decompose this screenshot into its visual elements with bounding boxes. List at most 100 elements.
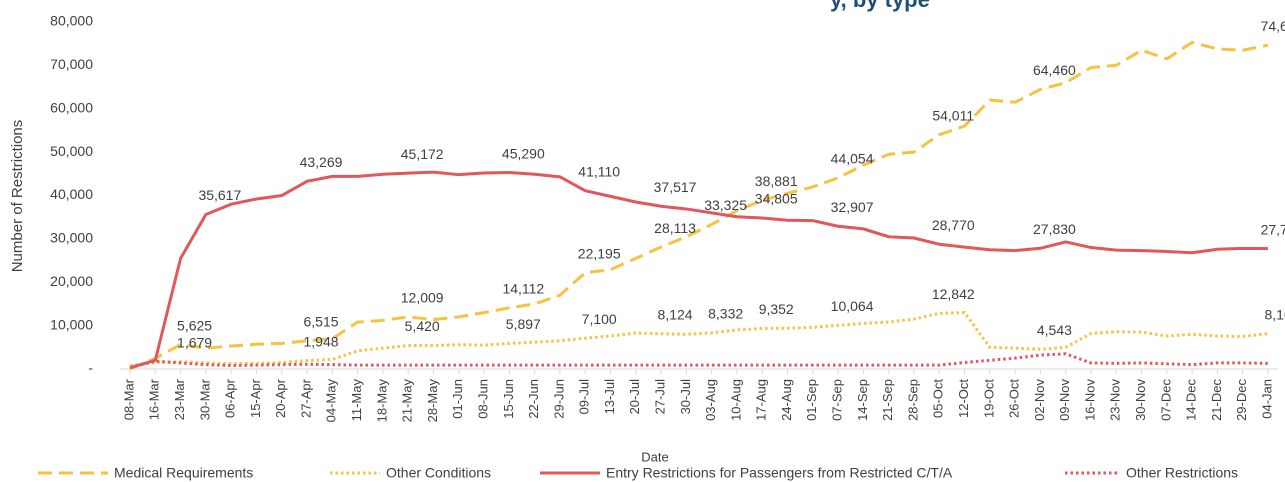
x-tick-label: 06-Apr [223, 378, 238, 418]
x-tick-label: 03-Aug [703, 379, 718, 421]
x-tick-label: 01-Jun [450, 379, 465, 419]
data-label: 28,770 [932, 217, 975, 233]
data-label: 8,332 [708, 306, 743, 322]
data-label: 41,110 [578, 163, 620, 179]
x-tick-label: 08-Jun [475, 379, 490, 419]
y-tick-label: - [88, 360, 93, 376]
x-tick-label: 28-May [425, 379, 440, 423]
data-label: 64,460 [1033, 62, 1076, 78]
y-tick-label: 60,000 [50, 99, 93, 115]
data-label: 8,167 [1264, 306, 1285, 322]
x-tick-label: 23-Nov [1108, 379, 1123, 421]
y-axis-label: Number of Restrictions [9, 120, 26, 273]
y-tick-label: 10,000 [50, 316, 93, 332]
x-tick-label: 20-Jul [627, 379, 642, 415]
x-tick-label: 20-Apr [273, 378, 288, 418]
legend-label: Entry Restrictions for Passengers from R… [606, 465, 953, 481]
x-tick-label: 04-May [324, 379, 339, 423]
x-tick-label: 17-Aug [754, 379, 769, 421]
data-label: 32,907 [831, 199, 874, 215]
data-label: 27,761 [1261, 221, 1285, 237]
data-label: 74,655 [1261, 18, 1285, 34]
data-label: 5,625 [177, 317, 212, 333]
data-label: 10,064 [831, 298, 874, 314]
x-tick-label: 14-Sep [855, 379, 870, 421]
data-label: 1,948 [303, 333, 338, 349]
x-tick-label: 13-Jul [602, 379, 617, 415]
data-label: 35,617 [198, 187, 241, 203]
data-label: 54,011 [932, 107, 974, 123]
x-tick-label: 26-Oct [1007, 379, 1022, 418]
data-label: 8,124 [658, 306, 693, 322]
data-label: 5,897 [506, 316, 541, 332]
x-tick-label: 30-Mar [197, 378, 212, 420]
x-tick-label: 21-Sep [880, 379, 895, 421]
x-tick-label: 15-Jun [501, 379, 516, 419]
data-label: 12,009 [401, 290, 444, 306]
x-tick-label: 15-Apr [248, 378, 263, 418]
x-tick-label: 23-Mar [172, 378, 187, 420]
y-tick-label: 30,000 [50, 230, 93, 246]
x-tick-label: 05-Oct [931, 379, 946, 418]
x-tick-label: 09-Jul [577, 379, 592, 415]
x-tick-label: 10-Aug [728, 379, 743, 421]
data-label: 45,172 [401, 146, 444, 162]
x-tick-label: 19-Oct [981, 379, 996, 418]
series-line [129, 40, 1269, 371]
data-label: 38,881 [755, 173, 798, 189]
y-tick-label: 40,000 [50, 186, 93, 202]
x-tick-label: 11-May [349, 379, 364, 422]
x-tick-label: 09-Nov [1057, 379, 1072, 421]
data-label: 27,830 [1033, 221, 1076, 237]
x-tick-label: 01-Sep [804, 379, 819, 421]
data-label: 6,515 [303, 313, 338, 329]
data-label: 12,842 [932, 286, 975, 302]
x-tick-label: 27-Jul [653, 379, 668, 415]
x-tick-label: 21-May [400, 379, 415, 423]
x-tick-label: 30-Jul [678, 379, 693, 415]
x-tick-label: 07-Sep [830, 379, 845, 421]
data-label: 7,100 [582, 311, 617, 327]
legend-label: Medical Requirements [114, 465, 253, 481]
data-label: 9,352 [759, 301, 794, 317]
x-tick-label: 29-Jun [551, 379, 566, 419]
data-label: 34,805 [755, 191, 798, 207]
data-label: 22,195 [578, 245, 621, 261]
x-tick-label: 07-Dec [1158, 379, 1173, 421]
legend-label: Other Conditions [386, 465, 491, 481]
x-tick-label: 08-Mar [121, 378, 136, 420]
data-label: 44,054 [831, 151, 874, 167]
data-label: 5,420 [405, 318, 440, 334]
y-tick-label: 70,000 [50, 56, 93, 72]
x-axis-label: Date [641, 449, 668, 464]
x-tick-label: 18-May [374, 379, 389, 423]
data-label: 45,290 [502, 145, 545, 161]
data-label: 14,112 [502, 280, 544, 296]
x-tick-label: 21-Dec [1209, 379, 1224, 421]
x-tick-label: 16-Nov [1082, 379, 1097, 421]
x-tick-label: 24-Aug [779, 379, 794, 421]
data-label: 1,679 [177, 334, 212, 350]
y-tick-label: 50,000 [50, 143, 93, 159]
series-line [129, 170, 1269, 370]
data-label: 4,543 [1037, 322, 1072, 338]
x-tick-label: 12-Oct [956, 379, 971, 418]
data-label: 43,269 [300, 154, 343, 170]
y-tick-label: 80,000 [50, 13, 93, 29]
x-tick-label: 27-Apr [298, 378, 313, 418]
x-tick-label: 02-Nov [1032, 379, 1047, 421]
y-tick-label: 20,000 [50, 273, 93, 289]
x-tick-label: 28-Sep [905, 379, 920, 421]
x-tick-label: 22-Jun [526, 379, 541, 419]
series-line [129, 311, 1269, 368]
x-tick-label: 04-Jan [1259, 379, 1274, 419]
data-label: 28,113 [654, 220, 696, 236]
chart-title: y, by type [830, 0, 930, 12]
legend-label: Other Restrictions [1126, 465, 1238, 481]
data-label: 33,325 [704, 197, 747, 213]
data-label: 37,517 [654, 179, 697, 195]
x-tick-label: 30-Nov [1133, 379, 1148, 421]
x-tick-label: 29-Dec [1234, 379, 1249, 421]
x-tick-label: 16-Mar [147, 378, 162, 420]
